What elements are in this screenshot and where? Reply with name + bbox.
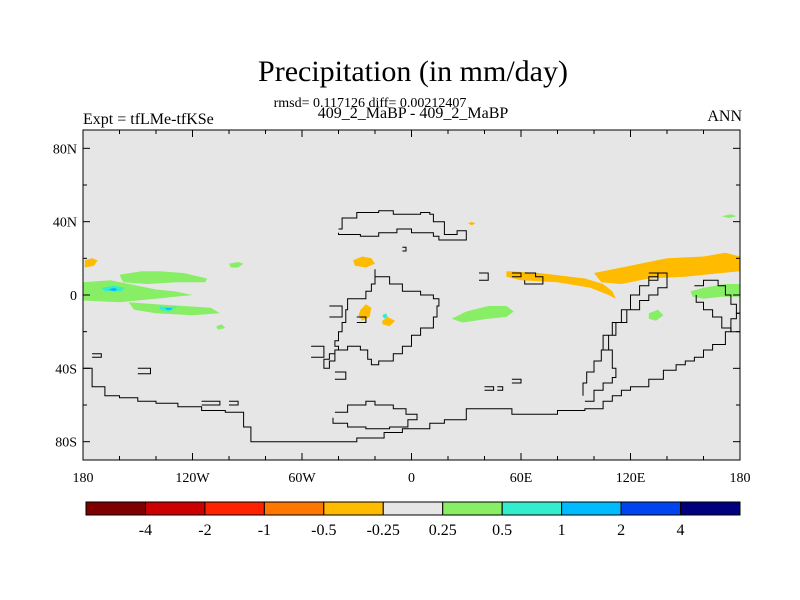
coastline-17 [311,345,325,358]
coastline-15 [497,386,504,391]
precip-region-15 [216,324,226,330]
colorbar-label: 0.5 [492,522,512,539]
precip-region-4 [506,271,616,299]
colorbar-swatch-1 [144,501,206,516]
precip-region-18 [382,313,388,319]
colorbar-label: -1 [258,522,271,539]
coastline-7 [582,272,668,402]
x-tick-label: 60W [288,471,316,486]
coastline-13 [229,400,239,406]
colorbar-label: -4 [139,522,152,539]
y-tick-label: 40S [55,362,77,377]
colorbar-swatch-6 [442,501,503,516]
precip-region-14 [721,214,737,218]
precip-region-5 [594,252,740,284]
coastline-1 [332,400,418,430]
coastline-9 [356,316,367,323]
coastline-19 [329,305,343,318]
y-tick-label: 80S [55,436,77,451]
coastline-2 [323,269,440,369]
colorbar-label: -0.25 [367,522,400,539]
coastline-16 [511,378,522,384]
precip-region-10 [229,262,244,268]
coastline-5 [524,272,544,285]
precip-region-7 [83,280,193,303]
x-tick-label: 0 [408,471,415,486]
precipitation-regions [83,214,740,330]
experiment-label: Expt = tfLMe-tfKSe [83,111,214,128]
precip-region-11 [451,306,514,323]
colorbar-swatch-2 [204,501,265,516]
case-line: 409_2_MaBP - 409_2_MaBP [317,105,509,122]
colorbar-swatch-3 [263,501,325,516]
x-tick-label: 120E [616,471,646,486]
chart-title: Precipitation (in mm/day) [258,55,568,88]
axis-ticks: 180 120W 60W 0 60E 120E 180 80N 40N 0 40S 80S [53,130,751,486]
colorbar-label: -0.5 [311,522,336,539]
x-tick-label: 180 [730,471,751,486]
precip-region-13 [648,309,664,321]
stats-line: rmsd= 0.117126 diff= 0.00212407 [273,96,467,111]
y-tick-label: 80N [53,142,77,157]
x-tick-label: 180 [73,471,94,486]
y-tick-label: 40N [53,216,77,231]
coastline-21 [511,272,522,278]
coastline-0 [83,312,741,443]
colorbar-label: -2 [198,522,211,539]
precip-region-3 [382,317,396,327]
coastline-12 [201,400,221,406]
continent-outlines [83,210,741,443]
coastline-3 [338,210,467,241]
coastline-4 [402,246,407,252]
coastline-11 [137,367,151,375]
colorbar-label: 0.25 [429,522,457,539]
precip-region-6 [468,221,476,226]
colorbar-swatch-7 [501,501,563,516]
x-tick-label: 60E [510,471,533,486]
colorbar: -4 -2 -1 -0.5 -0.25 0.25 0.5 1 2 4 [85,501,741,539]
precip-region-8 [119,271,208,284]
precip-region-0 [84,258,98,268]
coastline-14 [484,386,495,391]
colorbar-label: 2 [617,522,625,539]
coastline-20 [479,272,489,281]
colorbar-label: 4 [677,522,685,539]
precip-region-9 [128,302,220,316]
colorbar-swatch-9 [620,501,682,516]
precip-region-1 [353,256,375,268]
colorbar-swatch-8 [561,501,622,516]
precip-region-19 [108,287,118,292]
x-tick-label: 120W [175,471,210,486]
colorbar-label: 1 [558,522,566,539]
colorbar-swatch-4 [323,501,384,516]
colorbar-swatch-0 [85,501,146,516]
colorbar-swatch-10 [680,501,741,516]
coastline-18 [334,371,347,380]
coastline-10 [92,353,102,358]
colorbar-swatch-5 [382,501,444,516]
precip-region-20 [165,307,173,310]
y-tick-label: 0 [70,289,77,304]
season-label: ANN [707,108,742,125]
